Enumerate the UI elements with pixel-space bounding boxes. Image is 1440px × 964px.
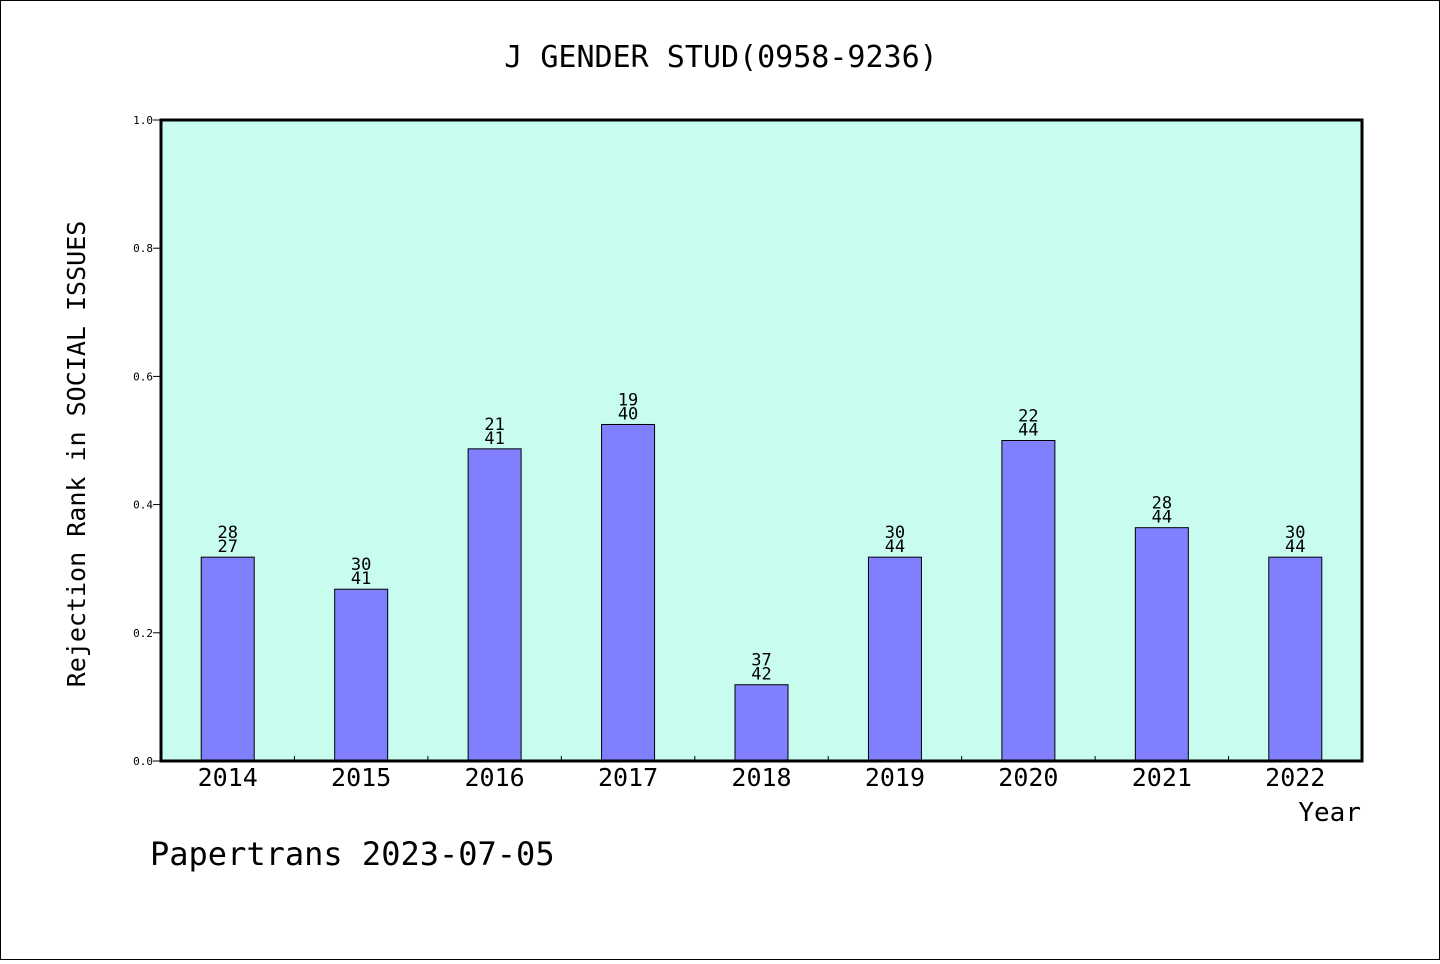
plot-border — [159, 118, 1364, 763]
bar-label-top: 30 — [1285, 523, 1305, 543]
bar-label-top: 19 — [618, 390, 638, 410]
y-tick-label: 1.0 — [133, 114, 153, 127]
bar — [867, 556, 922, 762]
bar — [1001, 440, 1056, 762]
bar-label-top: 28 — [217, 523, 237, 543]
y-tick-label: 0.4 — [133, 499, 153, 512]
footer-credit: Papertrans 2023-07-05 — [150, 835, 555, 873]
bar-label-bottom: 41 — [484, 429, 504, 449]
y-tick-label: 0.2 — [133, 627, 153, 640]
x-tick-label: 2018 — [731, 763, 791, 792]
bar — [601, 423, 656, 762]
bar-label-bottom: 42 — [751, 665, 771, 685]
x-tick-label: 2021 — [1132, 763, 1192, 792]
y-tick-label: 0.0 — [133, 755, 153, 768]
y-axis-label: Rejection Rank in SOCIAL ISSUES — [62, 221, 91, 688]
y-tick-label: 0.6 — [133, 370, 153, 383]
x-axis-label: Year — [1298, 798, 1361, 828]
bar-label-bottom: 44 — [1152, 508, 1172, 528]
chart-title: J GENDER STUD(0958-9236) — [504, 40, 937, 75]
bar-label-top: 30 — [351, 555, 371, 575]
bar-label-bottom: 41 — [351, 569, 371, 589]
bar — [1268, 556, 1323, 762]
bar-label-top: 28 — [1152, 494, 1172, 514]
bar — [334, 588, 389, 762]
x-axis: 2014 2015 2016 2017 2018 2019 2020 2021 2022 — [198, 756, 1325, 792]
bar — [734, 684, 789, 762]
bar-label-bottom: 40 — [618, 404, 638, 424]
bar — [200, 556, 255, 762]
x-tick-label: 2022 — [1265, 763, 1325, 792]
bar-label-top: 22 — [1018, 407, 1038, 427]
bar-label-bottom: 44 — [1285, 537, 1305, 557]
bar-label-top: 21 — [484, 415, 504, 435]
bar — [1134, 527, 1189, 762]
x-tick-label: 2014 — [198, 763, 258, 792]
x-tick-label: 2019 — [865, 763, 925, 792]
bar-label-top: 37 — [751, 651, 771, 671]
y-tick-label: 0.8 — [133, 242, 153, 255]
x-tick-label: 2016 — [465, 763, 525, 792]
x-tick-label: 2020 — [998, 763, 1058, 792]
bar-label-bottom: 44 — [1018, 421, 1038, 441]
x-tick-label: 2015 — [331, 763, 391, 792]
bar-label-bottom: 27 — [217, 537, 237, 557]
bar-label-bottom: 44 — [885, 537, 905, 557]
bar-label-top: 30 — [885, 523, 905, 543]
x-tick-label: 2017 — [598, 763, 658, 792]
y-axis: 0.0 0.2 0.4 0.6 0.8 1.0 — [133, 114, 161, 768]
bar — [467, 448, 522, 762]
